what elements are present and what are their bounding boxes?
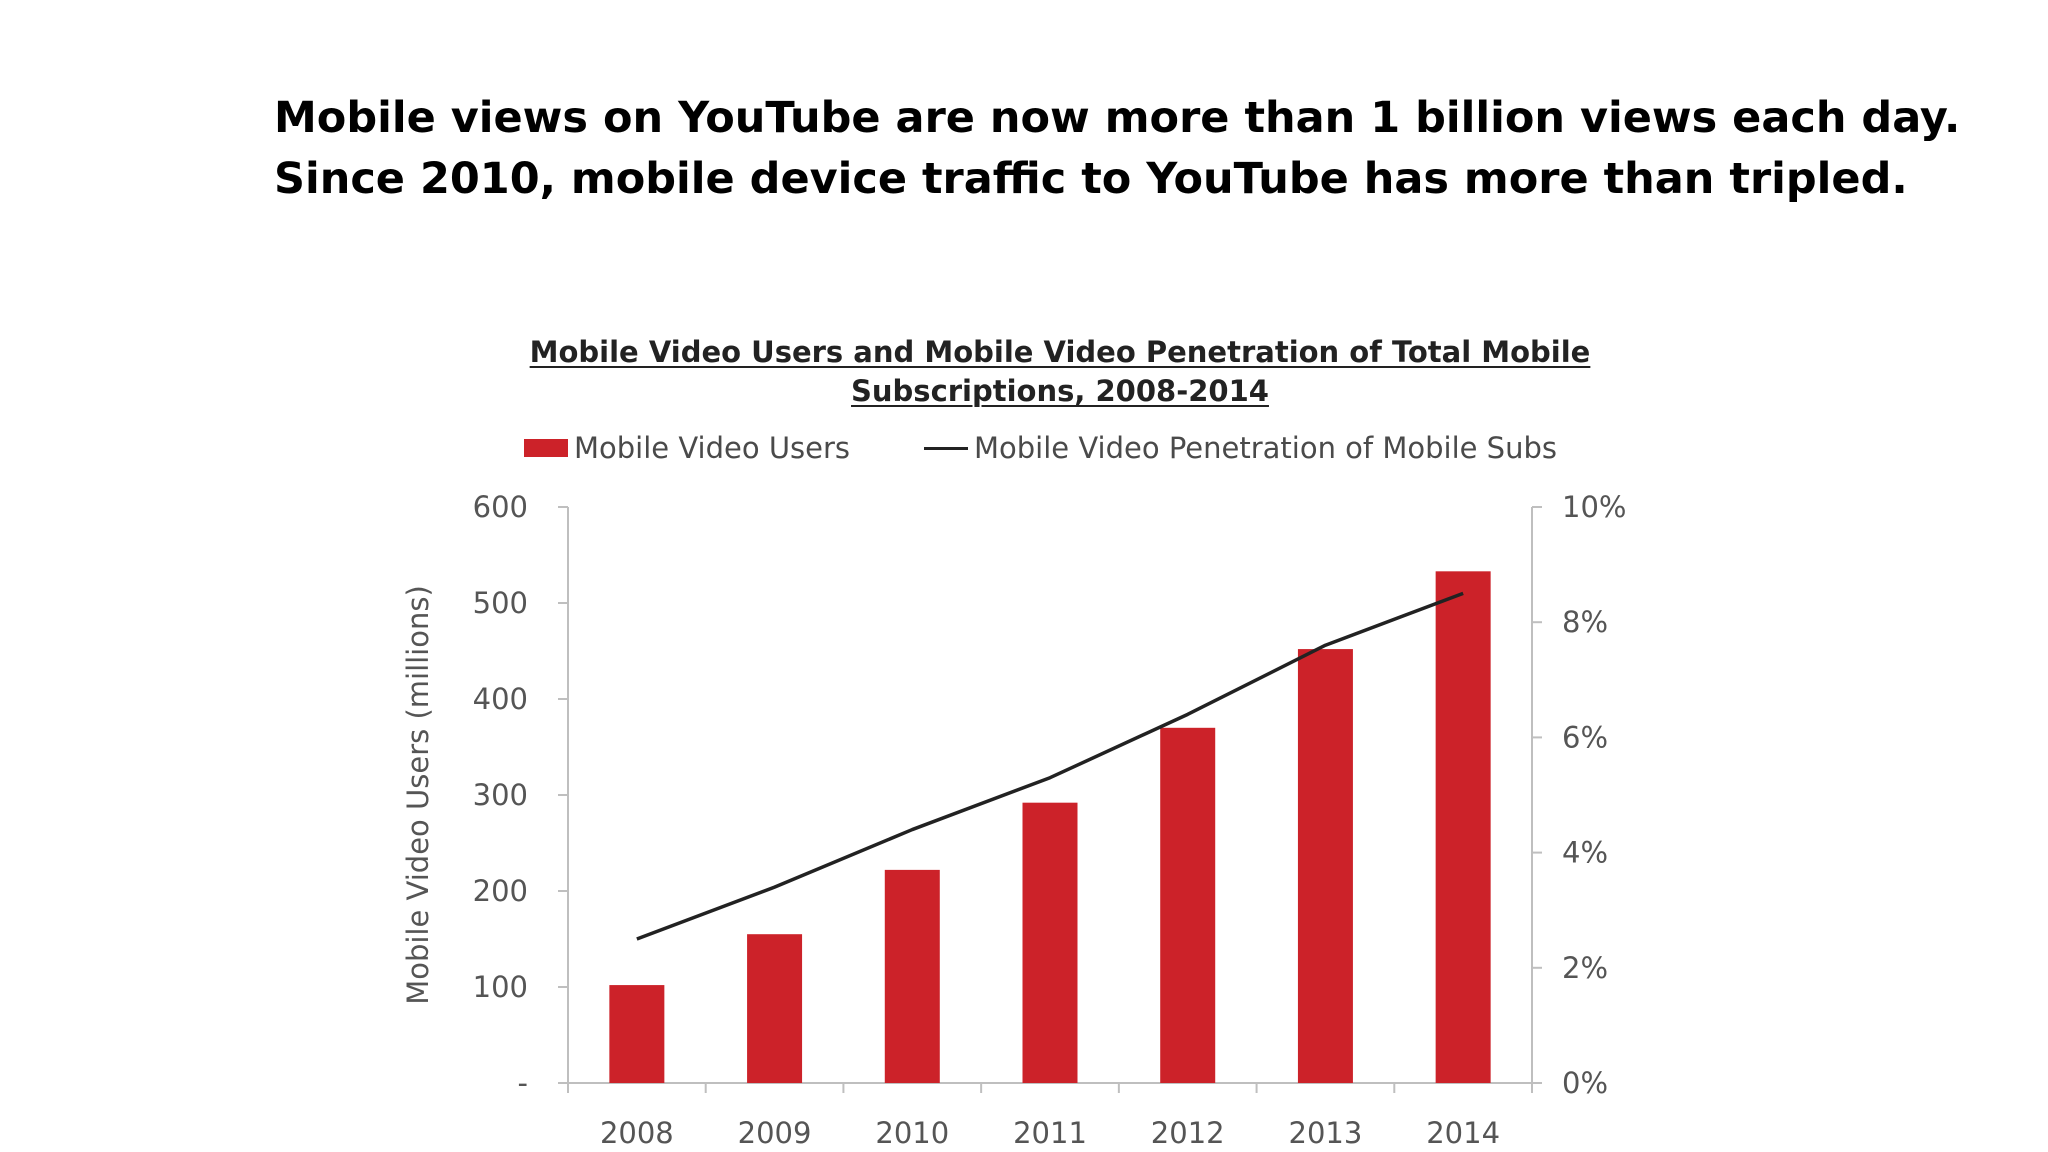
chart-title-line-2: Subscriptions, 2008-2014: [851, 374, 1269, 408]
bar: [747, 934, 803, 1083]
x-tick-label: 2011: [1013, 1116, 1087, 1150]
bar: [609, 985, 665, 1083]
y-tick-label: 400: [473, 682, 528, 716]
x-tick-label: 2010: [875, 1116, 949, 1150]
bar: [1160, 727, 1216, 1083]
legend-swatch-line: [924, 446, 968, 450]
y-tick-label: 600: [473, 490, 528, 524]
legend-swatch-bars: [524, 439, 568, 457]
y2-tick-label: 0%: [1562, 1066, 1608, 1100]
headline-line-2: Since 2010, mobile device traffic to You…: [274, 154, 1908, 204]
y-tick-label: 300: [473, 778, 528, 812]
headline-line-1: Mobile views on YouTube are now more tha…: [274, 93, 1961, 143]
penetration-line: [636, 591, 1464, 941]
y2-tick-label: 10%: [1562, 490, 1626, 524]
x-tick-label: 2008: [600, 1116, 674, 1150]
bar: [884, 869, 940, 1083]
y2-tick-label: 4%: [1562, 836, 1608, 870]
bar: [1435, 571, 1491, 1083]
legend-item-bars: Mobile Video Users: [524, 428, 850, 468]
y2-tick-label: 8%: [1562, 605, 1608, 639]
legend-item-line: Mobile Video Penetration of Mobile Subs: [924, 428, 1557, 468]
y2-tick-label: 6%: [1562, 720, 1608, 754]
y-tick-label: 500: [473, 586, 528, 620]
y2-tick-label: 2%: [1562, 951, 1608, 985]
chart-title: Mobile Video Users and Mobile Video Pene…: [520, 333, 1600, 411]
legend-label-line: Mobile Video Penetration of Mobile Subs: [974, 431, 1557, 465]
x-tick-label: 2014: [1426, 1116, 1500, 1150]
bar: [1022, 802, 1078, 1083]
x-tick-label: 2012: [1151, 1116, 1225, 1150]
legend-label-bars: Mobile Video Users: [574, 431, 851, 465]
x-tick-label: 2013: [1289, 1116, 1363, 1150]
chart-title-line-1: Mobile Video Users and Mobile Video Pene…: [529, 335, 1591, 369]
y-tick-label: -: [518, 1066, 528, 1100]
bar: [1297, 649, 1353, 1083]
y-tick-label: 100: [473, 970, 528, 1004]
y-axis-title: Mobile Video Users (millions): [401, 585, 435, 1005]
y-tick-label: 200: [473, 874, 528, 908]
headline: Mobile views on YouTube are now more tha…: [274, 88, 1974, 210]
x-tick-label: 2009: [738, 1116, 812, 1150]
